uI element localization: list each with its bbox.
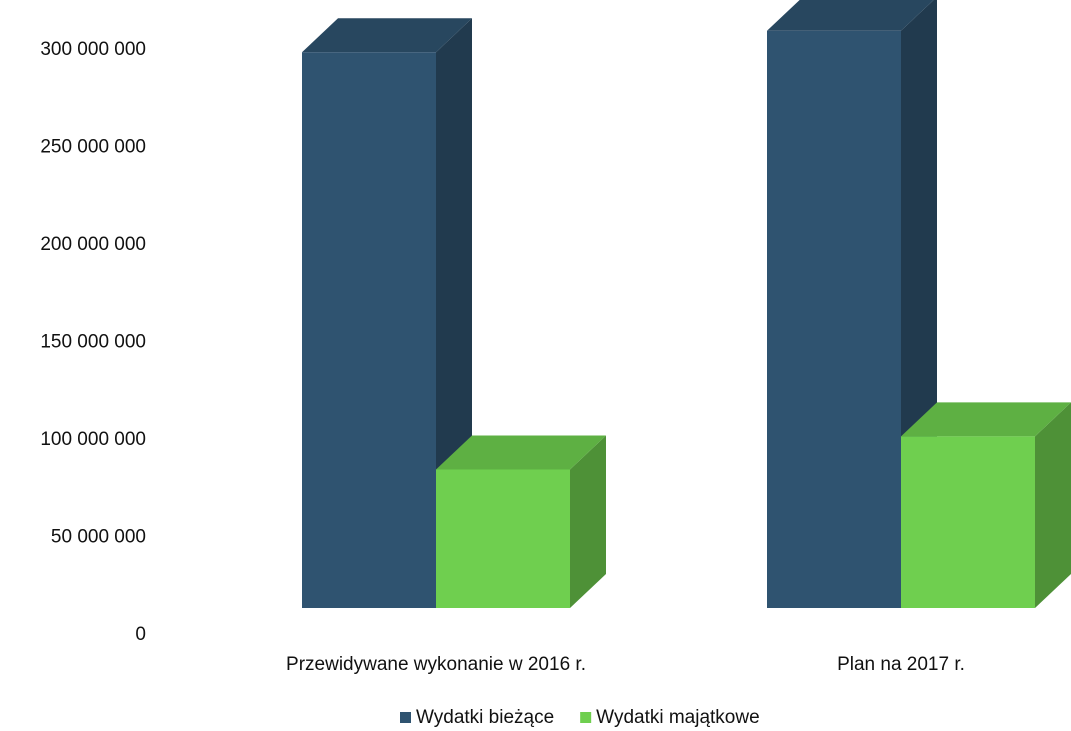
y-tick-label: 200 000 000 [40, 234, 146, 255]
bar-side [1035, 402, 1071, 608]
y-tick-label: 0 [135, 624, 146, 645]
bar [436, 435, 606, 608]
x-tick-label: Przewidywane wykonanie w 2016 r. [286, 654, 586, 675]
y-tick-label: 100 000 000 [40, 429, 146, 450]
bar [901, 402, 1071, 608]
x-tick-label: Plan na 2017 r. [837, 654, 965, 675]
bar-front [436, 469, 570, 608]
legend-label: Wydatki majątkowe [596, 707, 760, 728]
legend-label: Wydatki bieżące [416, 707, 554, 728]
bar-front [901, 436, 1035, 608]
y-tick-label: 50 000 000 [51, 527, 146, 548]
bar-top [436, 435, 606, 470]
bar [302, 18, 472, 608]
legend-swatch [580, 712, 592, 723]
bar-top [302, 18, 472, 53]
bar-top [901, 402, 1071, 437]
bar-front [767, 30, 901, 609]
legend-swatch [400, 712, 411, 723]
bar-front [302, 52, 436, 608]
y-tick-label: 150 000 000 [40, 332, 146, 353]
y-tick-label: 250 000 000 [40, 137, 146, 158]
bar-top [767, 0, 934, 31]
y-tick-label: 300 000 000 [40, 39, 146, 60]
bar-side [570, 435, 606, 608]
